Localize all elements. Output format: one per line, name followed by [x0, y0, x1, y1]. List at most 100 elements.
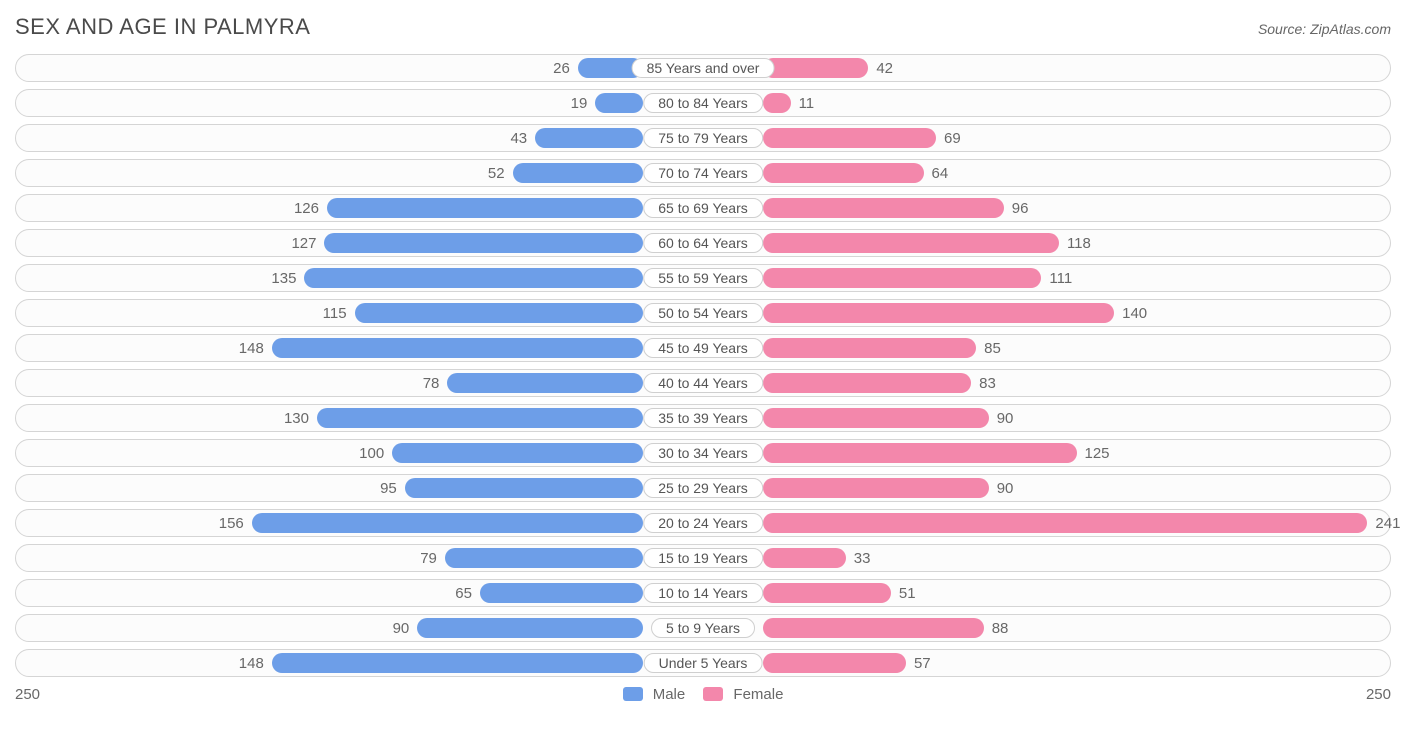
male-bar	[417, 618, 643, 638]
pyramid-row: 1309035 to 39 Years	[15, 404, 1391, 432]
female-value: 241	[1375, 510, 1400, 538]
legend-label-female: Female	[733, 686, 783, 703]
chart-title: SEX AND AGE IN PALMYRA	[15, 14, 310, 40]
male-bar	[252, 513, 643, 533]
legend-item-male: Male	[623, 686, 686, 703]
age-label: 55 to 59 Years	[643, 268, 763, 288]
legend-item-female: Female	[703, 686, 783, 703]
male-value: 79	[420, 545, 437, 573]
age-label: 45 to 49 Years	[643, 338, 763, 358]
male-bar	[272, 338, 643, 358]
female-bar	[763, 513, 1367, 533]
female-bar	[763, 338, 976, 358]
female-bar	[763, 268, 1041, 288]
pyramid-row: 79 33 15 to 19 Years	[15, 544, 1391, 572]
age-label: 50 to 54 Years	[643, 303, 763, 323]
age-label: 70 to 74 Years	[643, 163, 763, 183]
pyramid-row: 1488545 to 49 Years	[15, 334, 1391, 362]
pyramid-row: 52 64 70 to 74 Years	[15, 159, 1391, 187]
female-value: 64	[932, 160, 949, 188]
male-value: 52	[488, 160, 505, 188]
male-bar	[447, 373, 643, 393]
female-value: 33	[854, 545, 871, 573]
male-bar	[480, 583, 643, 603]
pyramid-row: 11514050 to 54 Years	[15, 299, 1391, 327]
female-bar	[763, 303, 1114, 323]
male-value: 100	[359, 440, 384, 468]
pyramid-row: 1269665 to 69 Years	[15, 194, 1391, 222]
axis-max-left: 250	[15, 686, 40, 703]
female-value: 85	[984, 335, 1001, 363]
pyramid-row: 65 51 10 to 14 Years	[15, 579, 1391, 607]
female-bar	[763, 618, 984, 638]
legend: Male Female	[623, 686, 784, 703]
male-bar	[304, 268, 643, 288]
male-bar	[405, 478, 643, 498]
male-value: 78	[423, 370, 440, 398]
female-bar	[763, 128, 936, 148]
pyramid-row: 148 57 Under 5 Years	[15, 649, 1391, 677]
female-value: 83	[979, 370, 996, 398]
female-value: 88	[992, 615, 1009, 643]
legend-swatch-female	[703, 687, 723, 701]
female-value: 90	[997, 405, 1014, 433]
male-value: 135	[271, 265, 296, 293]
female-value: 42	[876, 55, 893, 83]
age-label: 80 to 84 Years	[643, 93, 763, 113]
female-bar	[763, 653, 906, 673]
male-bar	[595, 93, 643, 113]
pyramid-row: 12711860 to 64 Years	[15, 229, 1391, 257]
age-label: 25 to 29 Years	[643, 478, 763, 498]
age-label: 85 Years and over	[632, 58, 775, 78]
pyramid-row: 26 42 85 Years and over	[15, 54, 1391, 82]
male-value: 148	[239, 650, 264, 678]
female-bar	[763, 583, 891, 603]
female-value: 51	[899, 580, 916, 608]
male-bar	[324, 233, 643, 253]
age-label: 30 to 34 Years	[643, 443, 763, 463]
age-label: 5 to 9 Years	[651, 618, 755, 638]
legend-swatch-male	[623, 687, 643, 701]
age-label: 20 to 24 Years	[643, 513, 763, 533]
male-value: 90	[393, 615, 410, 643]
female-bar	[763, 198, 1004, 218]
male-bar	[513, 163, 643, 183]
male-bar	[535, 128, 643, 148]
female-value: 125	[1085, 440, 1110, 468]
male-bar	[272, 653, 643, 673]
male-value: 156	[219, 510, 244, 538]
male-bar	[317, 408, 643, 428]
female-value: 57	[914, 650, 931, 678]
male-value: 26	[553, 55, 570, 83]
pyramid-row: 13511155 to 59 Years	[15, 264, 1391, 292]
female-value: 96	[1012, 195, 1029, 223]
chart-source: Source: ZipAtlas.com	[1258, 21, 1391, 37]
age-label: Under 5 Years	[644, 653, 763, 673]
female-bar	[763, 478, 989, 498]
female-value: 118	[1067, 230, 1091, 258]
legend-label-male: Male	[653, 686, 686, 703]
male-value: 43	[510, 125, 527, 153]
pyramid-row: 90 88 5 to 9 Years	[15, 614, 1391, 642]
pyramid-row: 100 125 30 to 34 Years	[15, 439, 1391, 467]
female-bar	[763, 443, 1077, 463]
female-bar	[763, 373, 971, 393]
age-label: 60 to 64 Years	[643, 233, 763, 253]
pyramid-row: 959025 to 29 Years	[15, 474, 1391, 502]
female-bar	[763, 408, 989, 428]
male-bar	[392, 443, 643, 463]
male-bar	[327, 198, 643, 218]
age-label: 10 to 14 Years	[643, 583, 763, 603]
female-bar	[763, 58, 868, 78]
pyramid-row: 788340 to 44 Years	[15, 369, 1391, 397]
male-value: 65	[455, 580, 472, 608]
age-label: 15 to 19 Years	[643, 548, 763, 568]
male-value: 19	[571, 90, 588, 118]
age-label: 75 to 79 Years	[643, 128, 763, 148]
male-bar	[445, 548, 643, 568]
male-bar	[355, 303, 643, 323]
female-value: 140	[1122, 300, 1147, 328]
axis-max-right: 250	[1366, 686, 1391, 703]
chart-area: 264285 Years and over191180 to 84 Years4…	[15, 54, 1391, 677]
female-bar	[763, 93, 791, 113]
